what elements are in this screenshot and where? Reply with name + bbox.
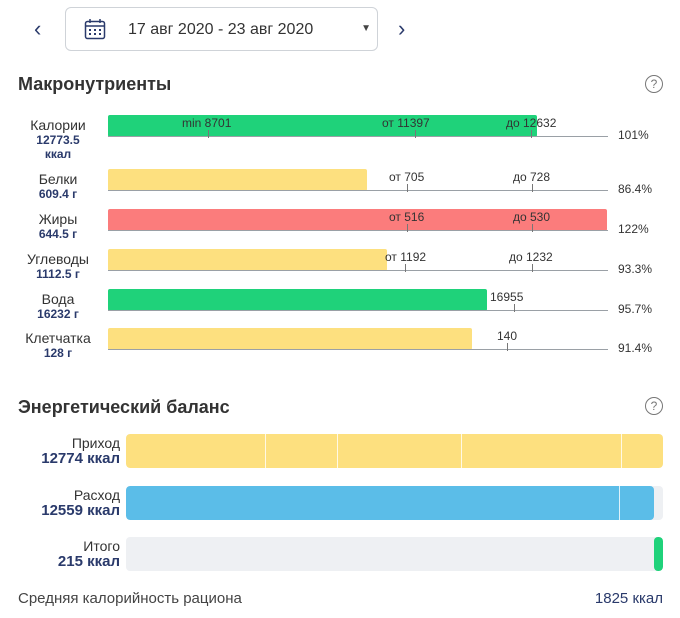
nutrient-name: Вода xyxy=(41,291,75,307)
chevron-down-icon: ▼ xyxy=(361,23,371,34)
nutrient-value: 1112.5 г xyxy=(36,267,80,281)
nutrient-percent: 122% xyxy=(618,222,649,236)
energy-row-value: 215 ккал xyxy=(57,553,120,570)
nutrient-percent: 91.4% xyxy=(618,341,653,355)
energy-bar xyxy=(126,434,663,468)
energy-row-value: 12559 ккал xyxy=(41,502,120,519)
energy-bar-segment xyxy=(265,434,266,468)
macros-help-icon[interactable]: ? xyxy=(645,75,663,93)
norm-tick xyxy=(532,184,533,192)
norm-label: до 728 xyxy=(513,170,551,184)
energy-row-name: Приход xyxy=(71,435,120,451)
norm-label: min 8701 xyxy=(182,116,232,130)
norm-label: от 516 xyxy=(389,210,425,224)
nutrient-value: 644.5 г xyxy=(38,227,78,241)
norm-tick xyxy=(531,130,532,138)
energy-track xyxy=(126,434,663,468)
nutrient-name: Белки xyxy=(38,171,78,187)
nutrient-unit: ккал xyxy=(44,147,72,161)
date-range-picker[interactable]: 17 авг 2020 - 23 авг 2020 ▼ xyxy=(65,7,378,51)
norm-label: от 705 xyxy=(389,170,425,184)
norm-label: до 1232 xyxy=(509,250,553,264)
energy-bar-segment xyxy=(621,434,622,468)
norm-label: от 11397 xyxy=(382,116,430,130)
avg-calorie-value: 1825 ккал xyxy=(594,590,663,607)
nutrient-value: 12773.5 xyxy=(36,133,80,147)
energy-row-name: Расход xyxy=(73,487,120,503)
norm-tick xyxy=(532,224,533,232)
avg-calorie-label: Средняя калорийность рациона xyxy=(18,590,242,607)
norm-tick xyxy=(507,343,508,351)
macros-title: Макронутриенты xyxy=(18,74,172,94)
norm-tick xyxy=(208,130,209,138)
energy-total-marker xyxy=(654,537,663,571)
nutrient-value: 128 г xyxy=(43,346,73,360)
nutrient-name: Углеводы xyxy=(26,251,89,267)
energy-balance-title: Энергетический баланс xyxy=(18,397,230,417)
norm-tick xyxy=(532,264,533,272)
nutrient-value: 609.4 г xyxy=(38,187,78,201)
nutrient-percent: 101% xyxy=(618,128,649,142)
norm-tick xyxy=(514,304,515,312)
norm-label: до 530 xyxy=(513,210,551,224)
nutrient-axis xyxy=(108,310,608,311)
norm-tick xyxy=(405,264,406,272)
next-week-button[interactable]: › xyxy=(398,16,406,41)
nutrient-axis xyxy=(108,190,608,191)
norm-label: 16955 xyxy=(490,290,524,304)
prev-week-button[interactable]: ‹ xyxy=(34,16,42,41)
nutrient-bar xyxy=(108,328,472,350)
norm-tick xyxy=(407,224,408,232)
energy-bar-segment xyxy=(337,434,338,468)
energy-track xyxy=(126,537,663,571)
energy-row-value: 12774 ккал xyxy=(41,450,120,467)
nutrient-bar xyxy=(108,209,607,231)
norm-tick xyxy=(415,130,416,138)
energy-bar xyxy=(126,486,654,520)
nutrient-percent: 86.4% xyxy=(618,182,653,196)
nutrient-value: 16232 г xyxy=(37,307,79,321)
nutrient-percent: 93.3% xyxy=(618,262,653,276)
nutrient-bar xyxy=(108,169,367,191)
norm-label: от 1192 xyxy=(385,250,427,264)
nutrient-name: Жиры xyxy=(38,211,78,227)
calendar-icon xyxy=(84,19,106,40)
date-range-text: 17 авг 2020 - 23 авг 2020 xyxy=(128,21,314,38)
nutrient-axis xyxy=(108,270,608,271)
energy-track xyxy=(126,486,663,520)
energy-bar-segment xyxy=(619,486,620,520)
nutrient-name: Калории xyxy=(30,117,86,133)
nutrient-axis xyxy=(108,349,608,350)
nutrient-axis xyxy=(108,230,608,231)
energy-help-icon[interactable]: ? xyxy=(645,397,663,415)
norm-label: до 12632 xyxy=(506,116,557,130)
nutrient-percent: 95.7% xyxy=(618,302,653,316)
norm-label: 140 xyxy=(497,329,518,343)
nutrient-name: Клетчатка xyxy=(25,330,91,346)
nutrient-bar xyxy=(108,115,537,137)
norm-tick xyxy=(407,184,408,192)
nutrient-axis xyxy=(108,136,608,137)
nutrient-bar xyxy=(108,249,387,271)
energy-bar-segment xyxy=(461,434,462,468)
energy-row-name: Итого xyxy=(83,538,120,554)
nutrient-bar xyxy=(108,289,487,311)
